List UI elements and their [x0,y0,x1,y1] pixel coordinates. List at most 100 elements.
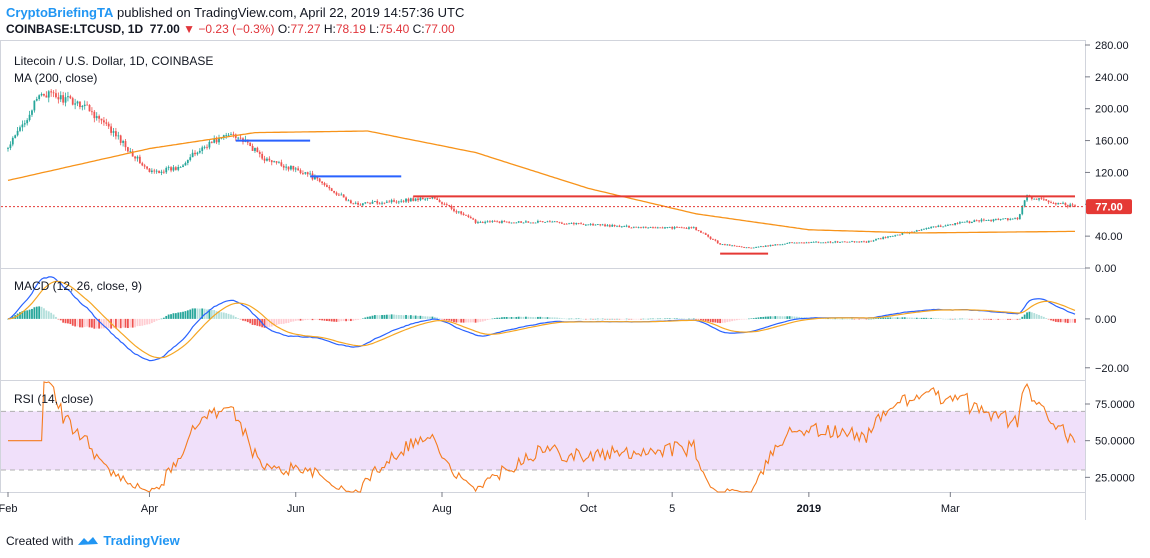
macd-bar [146,318,148,325]
tradingview-brand-link[interactable]: TradingView [103,533,180,548]
candle [676,225,678,228]
candle [819,242,822,244]
macd-bar [781,316,784,319]
candle [572,222,575,226]
candle [927,227,930,229]
author-link[interactable]: CryptoBriefingTA [6,5,114,20]
macd-bar [577,318,580,320]
candle [947,223,949,226]
candle [678,226,681,228]
macd-bar [237,318,240,319]
price-pane-frame [0,40,1086,269]
candle [361,203,364,207]
candle [990,219,992,222]
candle [74,98,77,110]
candle [553,220,556,223]
candle [786,242,789,244]
macd-bar [309,318,312,320]
candle [795,242,798,244]
candle [290,165,292,171]
candle [462,212,465,216]
candle [611,223,614,227]
candle [477,220,479,224]
macd-bar [704,318,707,321]
macd-bar [376,315,379,319]
candle [1018,213,1021,220]
candle [493,219,496,222]
candle [354,201,357,205]
candle [522,222,525,224]
macd-bar [896,317,899,319]
macd-bar [208,309,211,319]
candle [21,120,24,132]
candle [728,244,731,246]
macd-bar [349,318,352,322]
candle [505,221,508,223]
macd-bar [1040,315,1043,319]
candle [208,139,211,150]
candle [93,109,96,123]
macd-bar [1050,318,1052,321]
macd-bar [750,318,753,319]
macd-bar [944,318,947,320]
candle [136,155,139,162]
candle [98,114,101,123]
macd-bar [155,318,158,321]
macd-bar [251,318,254,325]
candle [302,170,304,175]
macd-bar [716,318,719,323]
macd-bar [333,318,335,322]
macd-bar [700,318,702,321]
macd-bar [498,317,501,319]
candle [1009,217,1012,221]
macd-pane-title: MACD (12, 26, close, 9) [14,279,142,293]
candle [724,243,726,246]
macd-bar [342,318,345,322]
candle [170,166,172,173]
candle [285,163,288,171]
macd-bar [673,318,676,319]
candle [865,240,868,244]
candle [23,120,26,128]
candle [174,166,177,171]
macd-bar [182,311,184,319]
macd-bar [1033,313,1036,319]
macd-bar [390,314,393,319]
macd-bar [963,318,966,320]
candle [191,149,194,158]
candle [433,197,436,200]
candle [1062,201,1064,205]
macd-bar [174,313,177,319]
candle [107,121,110,129]
candle [232,131,235,138]
candle [278,160,280,164]
macd-bar [740,318,743,320]
candle [788,242,791,244]
macd-bar [980,318,983,320]
candle [750,247,753,249]
macd-bar [429,316,431,319]
macd-bar [493,318,496,319]
candle [450,204,453,211]
y-tick-label: 75.0000 [1095,399,1135,411]
y-tick-label: 160.00 [1095,136,1129,148]
macd-bar [167,314,170,319]
candle [1050,200,1052,204]
macd-bar [901,317,904,319]
candle [853,241,856,243]
macd-bar [385,314,388,319]
macd-bar [35,306,38,319]
x-tick-label: 2019 [797,503,821,515]
candle [1011,218,1014,220]
candle [556,220,558,223]
macd-bar [215,311,218,319]
macd-bar [302,318,304,321]
candle [932,226,935,228]
macd-bar [170,314,172,319]
macd-bar [424,316,427,319]
macd-bar [299,318,302,321]
candle [848,241,851,243]
candle [560,221,563,225]
candle [1004,218,1007,220]
